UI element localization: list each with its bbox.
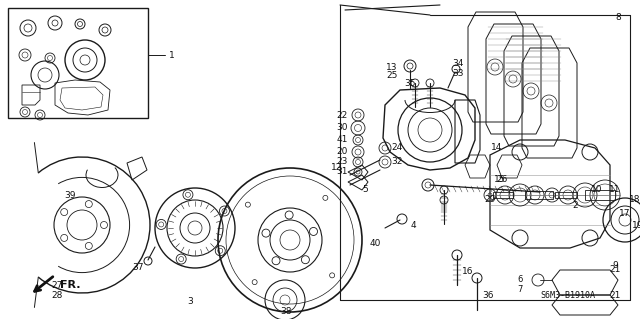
Text: 22: 22 xyxy=(337,110,348,120)
Text: 25: 25 xyxy=(387,71,397,80)
Text: 24: 24 xyxy=(392,144,403,152)
Text: 39: 39 xyxy=(64,190,76,199)
Text: 4: 4 xyxy=(410,220,416,229)
Text: 32: 32 xyxy=(391,158,403,167)
Text: 8: 8 xyxy=(615,13,621,23)
Text: 13: 13 xyxy=(387,63,397,71)
Text: 12: 12 xyxy=(332,164,342,173)
Text: 17: 17 xyxy=(620,209,631,218)
Text: 2: 2 xyxy=(572,201,578,210)
Text: 20: 20 xyxy=(336,147,348,157)
Text: 37: 37 xyxy=(132,263,144,272)
Text: 21: 21 xyxy=(609,292,621,300)
Text: 16: 16 xyxy=(462,268,474,277)
Bar xyxy=(493,192,513,198)
Text: 21: 21 xyxy=(609,265,621,275)
Text: 30: 30 xyxy=(336,123,348,132)
Text: 29: 29 xyxy=(484,196,496,204)
Text: 41: 41 xyxy=(336,136,348,145)
Text: 15: 15 xyxy=(494,175,506,184)
Text: 26: 26 xyxy=(496,175,508,184)
Text: 18: 18 xyxy=(629,196,640,204)
Text: 9: 9 xyxy=(612,261,618,270)
Text: 38: 38 xyxy=(280,308,292,316)
Text: S6M3-B1910A: S6M3-B1910A xyxy=(540,291,595,300)
Text: FR.: FR. xyxy=(60,280,81,290)
Text: 6: 6 xyxy=(517,276,523,285)
Bar xyxy=(8,8,148,118)
Bar xyxy=(555,192,577,198)
Text: 33: 33 xyxy=(452,69,464,78)
Text: 3: 3 xyxy=(187,298,193,307)
Text: 1: 1 xyxy=(169,50,175,60)
Text: 35: 35 xyxy=(404,78,416,87)
Bar xyxy=(585,190,615,200)
Text: 23: 23 xyxy=(336,158,348,167)
Text: 19: 19 xyxy=(632,220,640,229)
Text: 40: 40 xyxy=(369,239,381,248)
Text: 11: 11 xyxy=(609,186,621,195)
Text: 31: 31 xyxy=(336,167,348,176)
Text: 28: 28 xyxy=(51,291,63,300)
Text: 7: 7 xyxy=(517,286,523,294)
Bar xyxy=(525,191,553,199)
Text: 27: 27 xyxy=(51,280,63,290)
Text: 5: 5 xyxy=(362,186,368,195)
Text: 36: 36 xyxy=(483,291,493,300)
Text: 10: 10 xyxy=(591,186,603,195)
Text: 14: 14 xyxy=(492,144,502,152)
Text: 34: 34 xyxy=(452,58,464,68)
